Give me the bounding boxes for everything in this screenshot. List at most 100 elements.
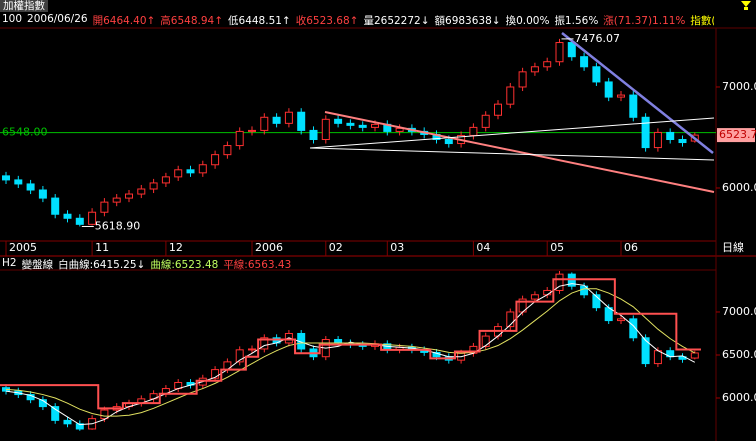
- candle-body: [211, 369, 220, 379]
- candle-body: [260, 116, 269, 131]
- candle-body: [653, 350, 662, 365]
- candle-body: [580, 56, 589, 68]
- candle-body: [235, 130, 244, 147]
- x-tick-label: 06: [624, 241, 638, 254]
- x-tick-label: 11: [95, 241, 109, 254]
- candle-body: [469, 126, 478, 136]
- candle-body: [75, 217, 84, 225]
- candle-body: [666, 131, 675, 141]
- candle-body: [149, 182, 158, 190]
- y-tick-label: 6500.0: [722, 348, 756, 361]
- candle-body: [235, 349, 244, 363]
- header-item: H2: [2, 257, 17, 269]
- candle-body: [137, 188, 146, 195]
- x-tick-label: 02: [329, 241, 343, 254]
- candle-body: [371, 123, 379, 128]
- candle-body: [653, 131, 662, 149]
- annotation: 7476.07: [575, 32, 621, 45]
- candle-body: [309, 129, 318, 141]
- last-price: 6523.7: [719, 128, 756, 141]
- header-item: 白曲線:6415.25↓: [58, 259, 146, 271]
- x-unit-label: 日線: [722, 240, 744, 254]
- candle-body: [88, 211, 97, 225]
- candle-body: [112, 197, 121, 203]
- candle-body: [63, 419, 72, 425]
- trendline: [324, 111, 715, 193]
- candle-body: [543, 61, 552, 68]
- candle-body: [63, 213, 72, 219]
- candle-body: [592, 66, 601, 83]
- candle-body: [51, 197, 60, 215]
- x-tick-label: 2006: [255, 241, 283, 254]
- candle-body: [358, 124, 367, 128]
- scroll-arrow[interactable]: [741, 1, 751, 7]
- x-tick-label: 2005: [9, 241, 37, 254]
- candle-body: [617, 318, 625, 322]
- candle-body: [260, 337, 269, 350]
- trendline: [309, 117, 715, 149]
- trendlines: [309, 32, 715, 193]
- candle-body: [284, 111, 293, 124]
- header-item: 100: [2, 13, 23, 25]
- candle-body: [592, 294, 601, 309]
- scroll-arrow[interactable]: [744, 7, 748, 10]
- candle-body: [321, 118, 330, 141]
- candle-body: [75, 423, 84, 430]
- candle-body: [530, 294, 539, 300]
- indicator-line: [5, 288, 696, 417]
- candle-body: [481, 335, 490, 347]
- y-tick-label: 6000.0: [722, 181, 756, 194]
- trendline: [561, 32, 714, 154]
- candle-body: [100, 409, 109, 420]
- candle-body: [678, 139, 687, 144]
- header-item: 變盤線: [21, 259, 54, 271]
- candle-body: [125, 193, 133, 199]
- last-price-box: [717, 128, 755, 143]
- level-label: 6548.00: [2, 126, 48, 139]
- candle-body: [481, 114, 490, 128]
- candle-body: [518, 71, 527, 88]
- candle-body: [506, 311, 515, 328]
- annotation: 5618.90: [95, 219, 141, 232]
- candle-body: [629, 318, 638, 339]
- header-item: 曲線:6523.48: [150, 259, 219, 271]
- header-item: 振1.56%: [554, 15, 599, 27]
- header-item: 收6523.68↑: [295, 15, 359, 27]
- candle-body: [617, 94, 625, 98]
- candle-body: [211, 154, 220, 166]
- y-tick-label: 6000.0: [722, 391, 756, 404]
- header-item: 平線:6563.43: [223, 259, 292, 271]
- header-item: 漲(71.37)1.11%: [603, 15, 686, 27]
- candle-body: [161, 176, 170, 184]
- candle-body: [444, 139, 453, 145]
- x-tick-label: 05: [550, 241, 564, 254]
- y-tick-label: 7000.0: [722, 305, 756, 318]
- header-item: 低6448.51↑: [228, 15, 291, 27]
- x-tick-label: 12: [169, 241, 183, 254]
- indicator-header: H2 變盤線 白曲線:6415.25↓ 曲線:6523.48 平線:6563.43: [2, 257, 714, 272]
- x-tick-label: 04: [476, 241, 490, 254]
- candle-body: [51, 406, 60, 421]
- candle-body: [494, 103, 502, 116]
- candle-body: [248, 129, 256, 132]
- candle-body: [346, 122, 355, 126]
- candle-body: [100, 201, 109, 213]
- candle-body: [555, 42, 564, 63]
- candle-body: [604, 81, 613, 98]
- candle-body: [223, 361, 232, 371]
- candle-body: [38, 189, 47, 199]
- candle-body: [629, 94, 638, 118]
- candle-body: [248, 348, 256, 351]
- header-item: 2006/06/26: [27, 13, 88, 25]
- candle-body: [14, 179, 23, 185]
- candle-body: [567, 42, 576, 58]
- candle-body: [690, 352, 699, 359]
- candle-body: [334, 118, 343, 124]
- header-item: 開6464.40↑: [92, 15, 156, 27]
- header-item: 量2652272↓: [363, 15, 430, 27]
- candle-body: [223, 145, 232, 156]
- window-title[interactable]: 加權指數: [0, 0, 48, 12]
